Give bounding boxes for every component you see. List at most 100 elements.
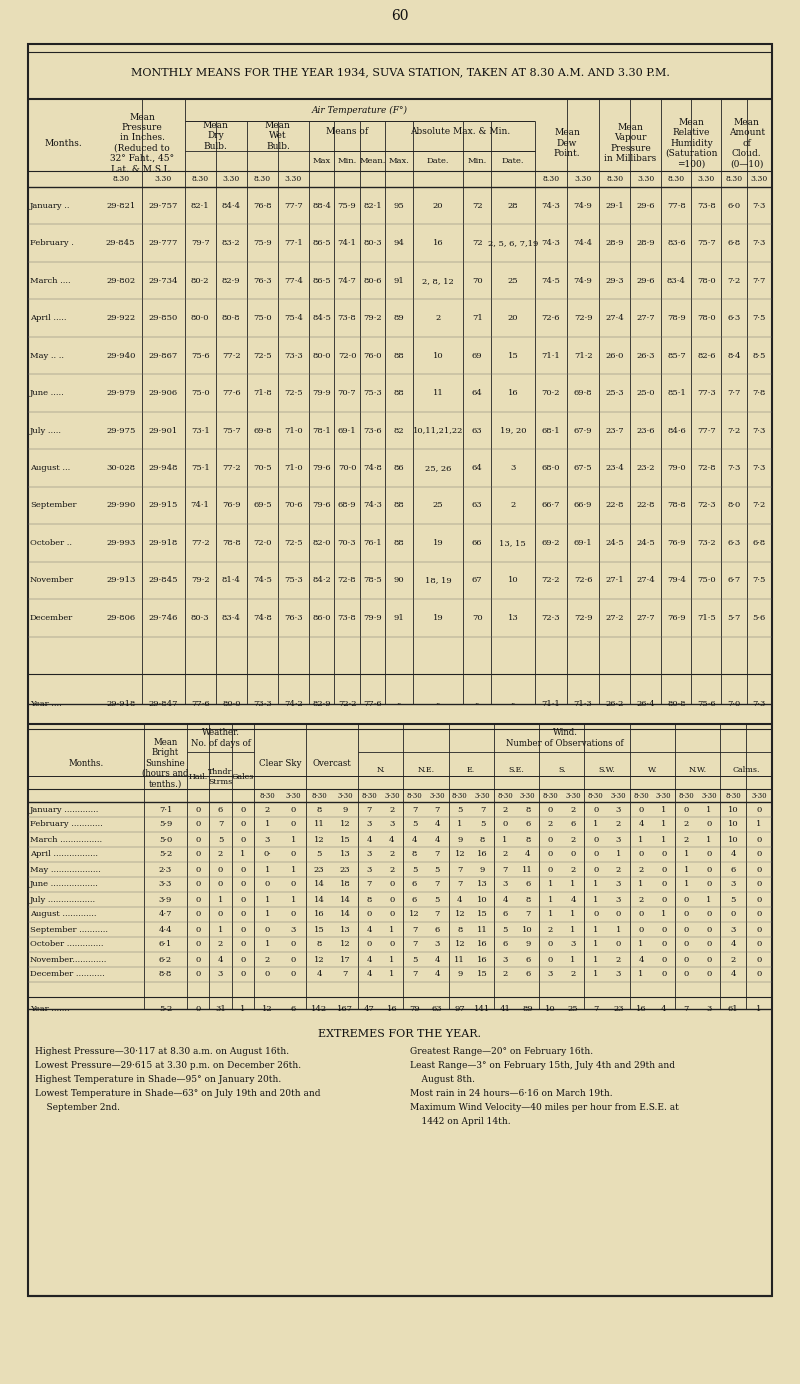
Text: 1: 1	[593, 926, 598, 933]
Text: 7·0: 7·0	[727, 700, 741, 709]
Text: 0: 0	[661, 895, 666, 904]
Text: 29·806: 29·806	[106, 614, 135, 621]
Text: 0: 0	[730, 911, 736, 919]
Text: 3: 3	[616, 805, 621, 814]
Text: Mean
Pressure
in Inches.
(Reduced to
32° Faht., 45°
Lat. & M.S.L.: Mean Pressure in Inches. (Reduced to 32°…	[110, 112, 174, 173]
Text: 4: 4	[366, 970, 372, 978]
Text: 74·5: 74·5	[253, 576, 272, 584]
Text: 1: 1	[638, 941, 644, 948]
Text: 1: 1	[502, 836, 508, 843]
Text: 72·5: 72·5	[284, 389, 302, 397]
Text: 29·746: 29·746	[149, 614, 178, 621]
Text: 10: 10	[433, 352, 443, 360]
Text: 25: 25	[507, 277, 518, 285]
Text: 0: 0	[616, 941, 621, 948]
Text: 88·4: 88·4	[312, 202, 331, 210]
Text: 6: 6	[570, 821, 576, 829]
Text: 7: 7	[434, 911, 440, 919]
Text: 23: 23	[613, 1005, 624, 1013]
Text: 26·3: 26·3	[637, 352, 655, 360]
Text: 2: 2	[390, 851, 394, 858]
Text: 10: 10	[728, 821, 738, 829]
Text: Mean
Dew
Point.: Mean Dew Point.	[554, 129, 580, 158]
Text: 0: 0	[661, 880, 666, 889]
Text: 1: 1	[241, 851, 246, 858]
Text: 88: 88	[394, 389, 404, 397]
Text: 2: 2	[570, 865, 576, 873]
Text: 25, 26: 25, 26	[425, 464, 451, 472]
Text: 78·5: 78·5	[363, 576, 382, 584]
Text: 5: 5	[730, 895, 736, 904]
Text: 0: 0	[195, 821, 201, 829]
Text: 12: 12	[314, 836, 325, 843]
Text: 2: 2	[730, 955, 736, 963]
Text: 0: 0	[241, 821, 246, 829]
Text: 85·1: 85·1	[667, 389, 686, 397]
Text: 3-30: 3-30	[610, 792, 626, 800]
Text: 16: 16	[314, 911, 325, 919]
Text: 3-30: 3-30	[701, 792, 717, 800]
Text: 6: 6	[525, 955, 530, 963]
Text: 72·0: 72·0	[338, 352, 356, 360]
Text: E.: E.	[467, 767, 475, 775]
Text: 4: 4	[434, 836, 440, 843]
Text: 5: 5	[502, 926, 508, 933]
Text: W.: W.	[648, 767, 657, 775]
Text: 8-30: 8-30	[452, 792, 468, 800]
Text: 3: 3	[434, 941, 440, 948]
Text: 9: 9	[525, 941, 530, 948]
Text: 82·0: 82·0	[313, 538, 331, 547]
Text: 4: 4	[316, 970, 322, 978]
Text: 70·3: 70·3	[338, 538, 356, 547]
Text: 82·1: 82·1	[191, 202, 210, 210]
Text: 82·6: 82·6	[697, 352, 716, 360]
Text: 72·9: 72·9	[574, 614, 593, 621]
Text: 2: 2	[390, 865, 394, 873]
Text: 76·3: 76·3	[253, 277, 272, 285]
Text: 79·6: 79·6	[312, 501, 331, 509]
Text: 1: 1	[756, 821, 762, 829]
Text: 6: 6	[730, 865, 736, 873]
Text: 10: 10	[728, 805, 738, 814]
Text: 2: 2	[616, 821, 621, 829]
Text: 66: 66	[472, 538, 482, 547]
Text: 0: 0	[241, 926, 246, 933]
Text: 75·1: 75·1	[191, 464, 210, 472]
Text: 8-30: 8-30	[259, 792, 275, 800]
Text: 0: 0	[684, 970, 689, 978]
Text: Overcast: Overcast	[313, 758, 351, 768]
Text: 2: 2	[570, 805, 576, 814]
Text: 27·7: 27·7	[637, 614, 655, 621]
Text: 16: 16	[636, 1005, 646, 1013]
Text: 16: 16	[433, 239, 443, 248]
Text: 64: 64	[472, 389, 482, 397]
Text: 4: 4	[638, 821, 644, 829]
Text: 70·0: 70·0	[338, 464, 356, 472]
Text: 28: 28	[507, 202, 518, 210]
Text: 71·1: 71·1	[542, 352, 560, 360]
Text: 7·3: 7·3	[753, 700, 766, 709]
Text: 70: 70	[472, 614, 482, 621]
Text: 1: 1	[390, 955, 394, 963]
Text: 0: 0	[593, 836, 598, 843]
Text: 16: 16	[507, 389, 518, 397]
Text: 0: 0	[706, 911, 711, 919]
Text: 15: 15	[507, 352, 518, 360]
Text: 0: 0	[706, 941, 711, 948]
Text: 29·6: 29·6	[637, 202, 655, 210]
Text: 1: 1	[616, 926, 621, 933]
Text: 7·2: 7·2	[727, 277, 741, 285]
Text: 6: 6	[502, 941, 508, 948]
Text: 20: 20	[433, 202, 443, 210]
Text: 1: 1	[593, 895, 598, 904]
Text: 0: 0	[570, 851, 576, 858]
Text: 71·8: 71·8	[253, 389, 272, 397]
Text: 11: 11	[477, 926, 488, 933]
Text: 0: 0	[706, 821, 711, 829]
Text: 2, 5, 6, 7,19: 2, 5, 6, 7,19	[488, 239, 538, 248]
Text: 16: 16	[477, 941, 488, 948]
Text: 7·8: 7·8	[753, 389, 766, 397]
Text: 3: 3	[616, 970, 621, 978]
Text: 15: 15	[340, 836, 350, 843]
Text: 7·3: 7·3	[753, 426, 766, 435]
